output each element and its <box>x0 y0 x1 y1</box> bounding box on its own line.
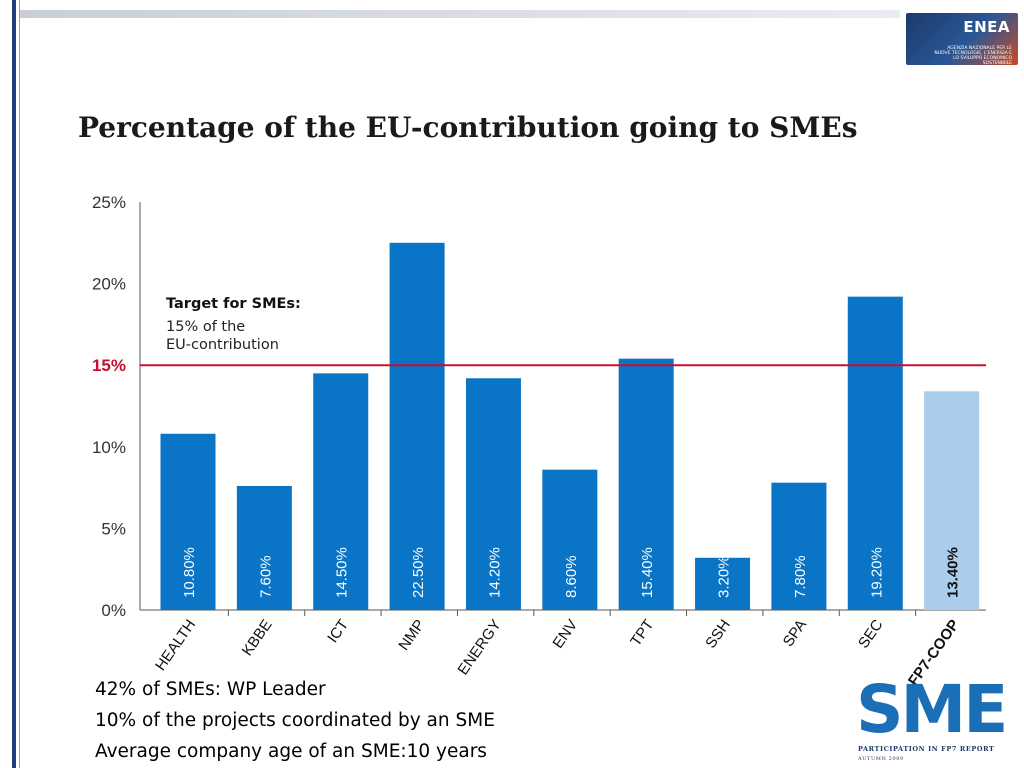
left-accent-bar <box>12 0 16 768</box>
bar-value-label: 7.80% <box>792 555 809 598</box>
top-band <box>20 10 900 18</box>
notes-list: 42% of SMEs: WP Leader 10% of the projec… <box>95 674 495 767</box>
bar-value-label: 3.20% <box>716 555 733 598</box>
left-accent-line <box>19 0 20 768</box>
category-label: ICT <box>324 617 352 647</box>
sme-logo-text: SME <box>856 671 1008 748</box>
y-tick-label: 25% <box>92 193 126 212</box>
category-label: NMP <box>395 617 428 654</box>
category-label: SSH <box>702 617 734 652</box>
category-label: SPA <box>780 617 811 650</box>
target-annotation-line: EU-contribution <box>166 337 279 353</box>
bar <box>771 482 827 610</box>
bar <box>618 358 674 610</box>
bar-value-label: 15.40% <box>639 547 656 598</box>
bar-value-label: 10.80% <box>181 547 198 598</box>
enea-logo-subtitle: AGENZIA NAZIONALE PER LE NUOVE TECNOLOGI… <box>934 46 1012 65</box>
bar-value-label: 19.20% <box>868 547 885 598</box>
bar <box>313 373 369 610</box>
note-item: 42% of SMEs: WP Leader <box>95 679 326 700</box>
target-annotation-title: Target for SMEs: <box>166 296 301 312</box>
category-label: TPT <box>627 617 657 650</box>
category-label: KBBE <box>239 617 276 660</box>
y-tick-label: 10% <box>92 438 126 457</box>
category-label: HEALTH <box>152 617 199 674</box>
bar-value-label: 14.20% <box>486 547 503 598</box>
sme-report-logo: SME PARTICIPATION IN FP7 REPORT AUTUMN 2… <box>852 671 1020 764</box>
y-tick-label: 20% <box>92 275 126 294</box>
bar <box>924 391 980 610</box>
sme-logo-caption: PARTICIPATION IN FP7 REPORT <box>858 745 995 753</box>
note-item: Average company age of an SME:10 years <box>95 741 487 762</box>
note-item: 10% of the projects coordinated by an SM… <box>95 710 495 731</box>
bar <box>695 557 751 610</box>
target-annotation-line: 15% of the <box>166 319 245 335</box>
sme-logo-season: AUTUMN 2009 <box>858 756 904 762</box>
bar <box>160 433 216 610</box>
chart-title: Percentage of the EU-contribution going … <box>78 111 857 144</box>
bar-value-label: 7.60% <box>257 555 274 598</box>
bar <box>389 242 445 611</box>
y-tick-label: 0% <box>101 601 126 620</box>
enea-logo: ENEA AGENZIA NAZIONALE PER LE NUOVE TECN… <box>906 13 1018 65</box>
category-label: ENV <box>549 617 581 652</box>
bar-value-label: 14.50% <box>334 547 351 598</box>
category-label: ENERGY <box>454 617 504 679</box>
bar-value-label: 22.50% <box>410 547 427 598</box>
bar <box>465 378 521 610</box>
bar <box>236 485 292 610</box>
y-tick-label: 15% <box>92 356 126 375</box>
bar-value-label: 13.40% <box>945 547 962 598</box>
bar-value-label: 8.60% <box>563 555 580 598</box>
bar <box>847 296 903 610</box>
y-tick-label: 5% <box>101 519 126 538</box>
bar <box>542 469 598 610</box>
enea-logo-text: ENEA <box>963 18 1010 36</box>
category-label: SEC <box>855 616 887 651</box>
